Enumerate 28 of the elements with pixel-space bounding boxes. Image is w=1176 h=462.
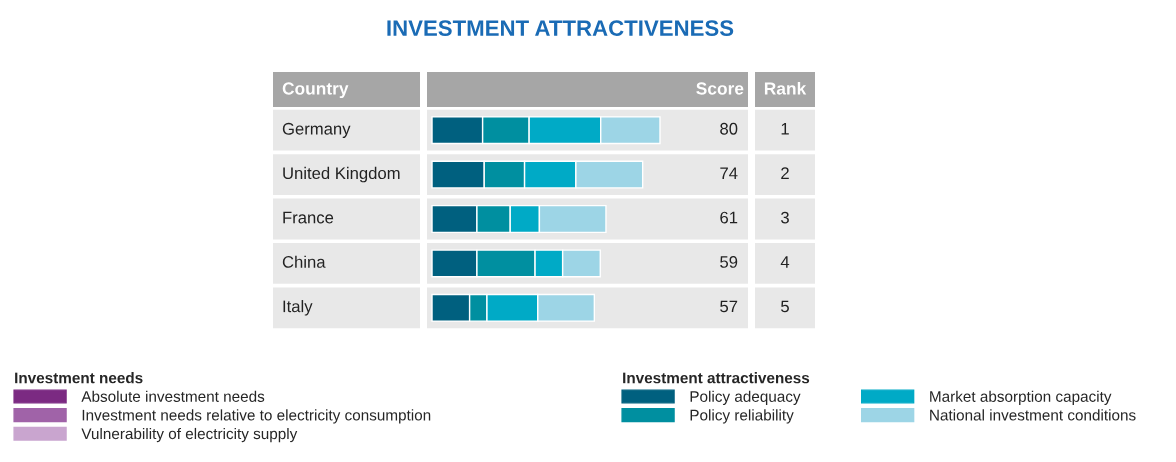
text: Country xyxy=(282,82,349,99)
legend-label: Absolute investment needs xyxy=(81,390,265,402)
text: 57 xyxy=(720,300,738,313)
y-tick-label: United Kingdom xyxy=(283,166,400,183)
text: Score xyxy=(696,82,744,95)
legend-label: Policy adequacy xyxy=(690,390,801,405)
text: 59 xyxy=(720,256,738,268)
legend-label: Investment needs relative to electricity consumption xyxy=(82,409,431,424)
legend-label: Vulnerability of electricity supply xyxy=(81,427,298,443)
text: 61 xyxy=(720,211,738,224)
chart-title: INVESTMENT ATTRACTIVENESS xyxy=(387,20,734,36)
text: 80 xyxy=(720,122,738,135)
text: 1 xyxy=(781,123,789,135)
y-tick-label: China xyxy=(282,255,326,268)
y-tick-label: Germany xyxy=(282,122,351,138)
text: Rank xyxy=(764,81,807,95)
y-tick-label: Italy xyxy=(283,300,313,316)
text: 4 xyxy=(780,256,790,268)
legend-label: National investment conditions xyxy=(930,409,1136,421)
text: 5 xyxy=(781,300,789,313)
y-tick-label: France xyxy=(283,211,334,224)
text: 3 xyxy=(781,211,789,224)
text: 74 xyxy=(720,167,738,179)
legend-title: Investment attractiveness xyxy=(623,372,810,384)
legend-label: Policy reliability xyxy=(690,409,794,424)
text: Investment needs xyxy=(15,372,143,384)
legend-label: Market absorption capacity xyxy=(930,390,1112,405)
text: 2 xyxy=(781,167,789,179)
